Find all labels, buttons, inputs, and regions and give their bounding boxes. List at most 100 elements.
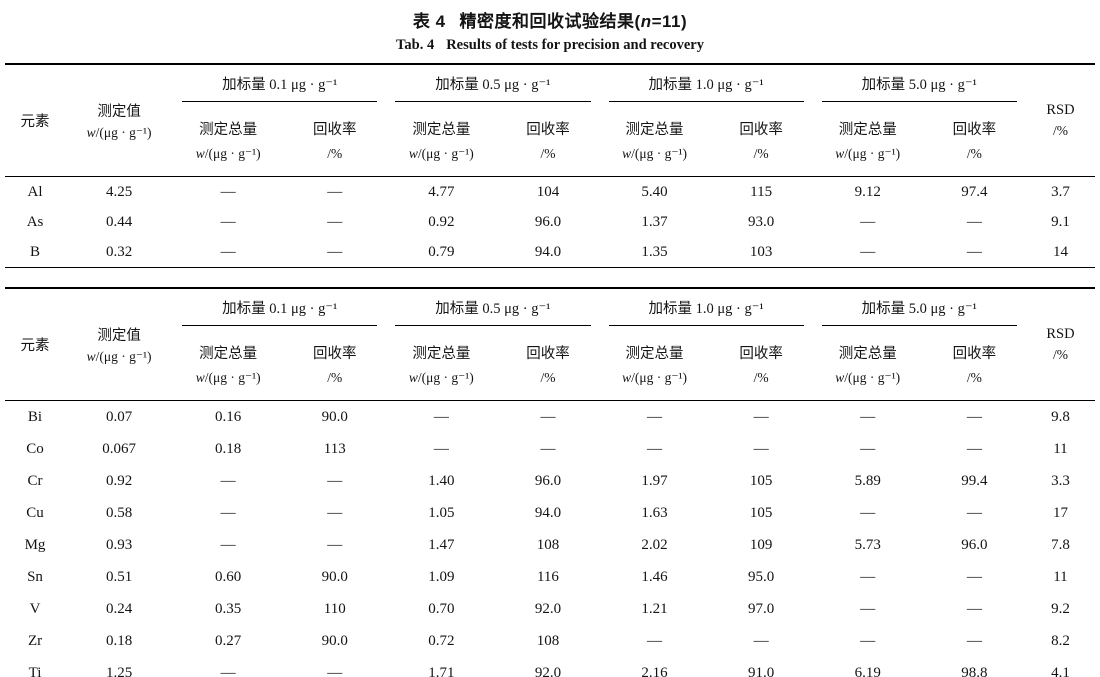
value-cell: — bbox=[966, 213, 982, 230]
value-cell: 96.0 bbox=[534, 213, 562, 230]
title-zh-pre: 精密度和回收试验结果( bbox=[459, 12, 641, 31]
table-row: Ti 1.25 — — 1.71 92.0 2.16 91.0 6.19 98.8 4.1 bbox=[5, 657, 1095, 677]
spike-group-0.5-label: 加标量 0.5 μg · g⁻¹ bbox=[395, 289, 591, 326]
spike-group-5.0: 加标量 5.0 μg · g⁻¹ bbox=[813, 288, 1026, 326]
value-cell: — bbox=[220, 472, 236, 489]
table-row: Sn 0.51 0.60 90.0 1.09 116 1.46 95.0 — — 11 bbox=[5, 561, 1095, 593]
value-cell: 0.18 bbox=[215, 440, 242, 457]
col-header-recovery-2: 回收率 /% bbox=[496, 326, 599, 401]
rsd-percent: /% bbox=[1052, 123, 1068, 138]
table-number-en: Tab. 4 bbox=[396, 37, 435, 53]
title-zh-post: =11) bbox=[651, 12, 688, 31]
recovery-label: 回收率 bbox=[952, 346, 997, 362]
value-cell: — bbox=[220, 664, 236, 677]
w-symbol: w bbox=[86, 125, 96, 140]
recovery-label: 回收率 bbox=[313, 346, 357, 362]
value-cell: — bbox=[860, 600, 876, 617]
value-cell: — bbox=[860, 568, 876, 585]
value-cell: — bbox=[327, 504, 343, 521]
element-cell: Mg bbox=[24, 536, 46, 553]
recovery-label: 回收率 bbox=[739, 346, 783, 362]
value-cell: — bbox=[220, 213, 236, 230]
table-row: Mg 0.93 — — 1.47 108 2.02 109 5.73 96.0 7.8 bbox=[5, 529, 1095, 561]
value-cell: 1.05 bbox=[428, 504, 455, 521]
recovery-label: 回收率 bbox=[526, 122, 570, 138]
value-cell: 0.44 bbox=[105, 213, 133, 230]
value-cell: 9.2 bbox=[1051, 600, 1070, 617]
spike-group-0.1: 加标量 0.1 μg · g⁻¹ bbox=[173, 64, 386, 102]
element-cell: Co bbox=[26, 440, 44, 457]
total-label: 测定总量 bbox=[199, 346, 258, 362]
value-cell: 105 bbox=[749, 504, 773, 521]
value-cell: 104 bbox=[536, 183, 560, 200]
col-header-recovery-4: 回收率 /% bbox=[923, 102, 1026, 177]
value-cell: 113 bbox=[323, 440, 346, 457]
measured-label: 测定值 bbox=[97, 328, 141, 344]
value-cell: — bbox=[860, 504, 876, 521]
col-header-total-4: 测定总量 w/(μg · g⁻¹) bbox=[813, 102, 923, 177]
col-header-recovery-3: 回收率 /% bbox=[710, 102, 813, 177]
spike-group-0.1: 加标量 0.1 μg · g⁻¹ bbox=[173, 288, 386, 326]
title-n-variable: n bbox=[640, 12, 652, 31]
value-cell: — bbox=[860, 440, 876, 457]
value-cell: 1.37 bbox=[641, 213, 668, 230]
recovery-percent: /% bbox=[327, 146, 343, 161]
value-cell: — bbox=[966, 600, 982, 617]
value-cell: 1.71 bbox=[428, 664, 455, 677]
unit-text: /(μg · g⁻¹) bbox=[844, 146, 901, 161]
col-header-rsd: RSD /% bbox=[1026, 288, 1095, 401]
value-cell: 91.0 bbox=[748, 664, 775, 677]
value-cell: 5.73 bbox=[854, 536, 881, 553]
header-row-spanners: 元素 测定值 w/(μg · g⁻¹) 加标量 0.1 μg · g⁻¹ 加标量… bbox=[5, 288, 1095, 364]
table-2-header: 元素 测定值 w/(μg · g⁻¹) 加标量 0.1 μg · g⁻¹ 加标量… bbox=[5, 288, 1095, 401]
value-cell: — bbox=[860, 243, 876, 260]
col-header-total-2: 测定总量 w/(μg · g⁻¹) bbox=[386, 326, 496, 401]
value-cell: 6.19 bbox=[854, 664, 881, 677]
value-cell: 4.77 bbox=[428, 183, 455, 200]
spike-group-1.0: 加标量 1.0 μg · g⁻¹ bbox=[600, 288, 813, 326]
w-symbol: w bbox=[622, 370, 632, 385]
w-symbol: w bbox=[622, 146, 632, 161]
value-cell: 9.12 bbox=[854, 183, 881, 200]
unit-text: /(μg · g⁻¹) bbox=[631, 146, 687, 161]
value-cell: 96.0 bbox=[961, 536, 988, 553]
spike-group-5.0-label: 加标量 5.0 μg · g⁻¹ bbox=[821, 289, 1017, 326]
element-cell: B bbox=[30, 243, 41, 260]
element-cell: Ti bbox=[28, 664, 42, 677]
total-unit: w/(μg · g⁻¹) bbox=[386, 370, 496, 386]
recovery-label: 回收率 bbox=[739, 122, 783, 138]
value-cell: 1.97 bbox=[641, 472, 668, 489]
table-row: Bi 0.07 0.16 90.0 — — — — — — 9.8 bbox=[5, 401, 1095, 434]
value-cell: — bbox=[220, 183, 236, 200]
total-unit: w/(μg · g⁻¹) bbox=[813, 370, 923, 386]
header-row-spanners: 元素 测定值 w/(μg · g⁻¹) 加标量 0.1 μg · g⁻¹ 加标量… bbox=[5, 64, 1095, 140]
total-unit: w/(μg · g⁻¹) bbox=[173, 370, 283, 386]
value-cell: 109 bbox=[749, 536, 773, 553]
w-symbol: w bbox=[86, 349, 96, 364]
value-cell: 2.02 bbox=[641, 536, 668, 553]
table-row: Co 0.067 0.18 113 — — — — — — 11 bbox=[5, 433, 1095, 465]
value-cell: — bbox=[753, 632, 769, 649]
table-title-zh-text: 精密度和回收试验结果(n=11) bbox=[460, 12, 688, 31]
element-cell: As bbox=[26, 213, 44, 230]
rsd-label: RSD bbox=[1046, 326, 1075, 342]
unit-text: /(μg · g⁻¹) bbox=[95, 125, 152, 140]
table-row: Cu 0.58 — — 1.05 94.0 1.63 105 — — 17 bbox=[5, 497, 1095, 529]
recovery-percent: /% bbox=[753, 146, 769, 161]
unit-text: /(μg · g⁻¹) bbox=[204, 146, 261, 161]
col-header-total-1: 测定总量 w/(μg · g⁻¹) bbox=[173, 326, 283, 401]
value-cell: 0.07 bbox=[105, 408, 133, 425]
value-cell: 0.92 bbox=[105, 472, 133, 489]
value-cell: 1.09 bbox=[428, 568, 455, 585]
element-cell: Bi bbox=[27, 408, 43, 425]
spike-group-0.5-label: 加标量 0.5 μg · g⁻¹ bbox=[395, 65, 591, 102]
value-cell: 9.8 bbox=[1051, 408, 1070, 425]
element-cell: Zr bbox=[27, 632, 43, 649]
value-cell: 103 bbox=[749, 243, 773, 260]
value-cell: — bbox=[966, 568, 982, 585]
value-cell: — bbox=[327, 536, 343, 553]
measured-unit: w/(μg · g⁻¹) bbox=[65, 349, 173, 365]
element-cell: Sn bbox=[27, 568, 43, 585]
value-cell: 94.0 bbox=[534, 243, 562, 260]
value-cell: — bbox=[753, 408, 769, 425]
